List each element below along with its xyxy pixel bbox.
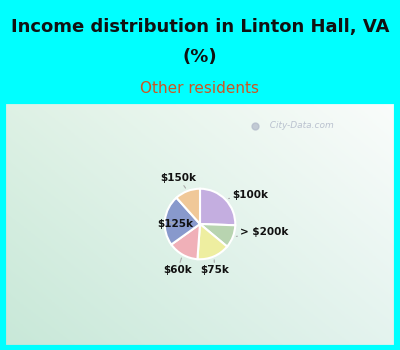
Text: City-Data.com: City-Data.com bbox=[264, 121, 334, 131]
Text: > $200k: > $200k bbox=[236, 227, 288, 237]
Text: (%): (%) bbox=[183, 48, 217, 66]
Wedge shape bbox=[200, 224, 235, 246]
Text: $60k: $60k bbox=[163, 258, 192, 275]
Text: Other residents: Other residents bbox=[140, 81, 260, 96]
Text: $75k: $75k bbox=[200, 260, 229, 275]
Text: $150k: $150k bbox=[160, 173, 196, 188]
Wedge shape bbox=[176, 189, 200, 224]
Wedge shape bbox=[200, 189, 235, 225]
Wedge shape bbox=[198, 224, 227, 259]
Text: $100k: $100k bbox=[229, 190, 268, 200]
Text: $125k: $125k bbox=[157, 219, 193, 229]
Wedge shape bbox=[165, 198, 200, 245]
Wedge shape bbox=[171, 224, 200, 259]
Text: Income distribution in Linton Hall, VA: Income distribution in Linton Hall, VA bbox=[11, 19, 389, 36]
